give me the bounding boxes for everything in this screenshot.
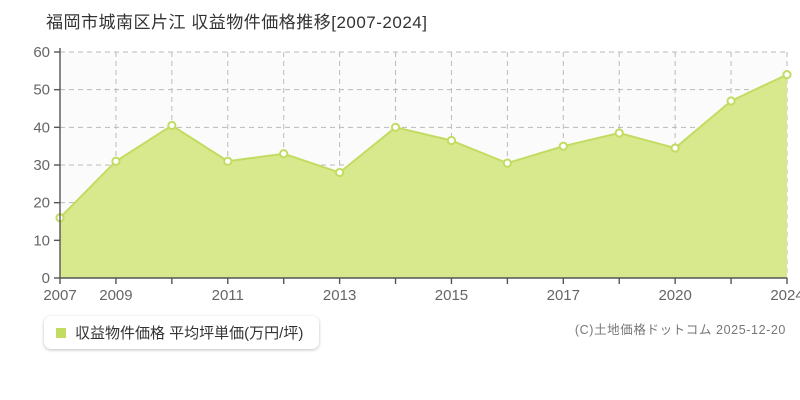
y-axis-ticks: 0 10 20 30 40 50 60 [33,44,60,287]
legend-label: 収益物件価格 平均坪単価(万円/坪) [75,325,304,342]
svg-text:0: 0 [42,270,50,287]
chart-title: 福岡市城南区片江 収益物件価格推移[2007-2024] [46,13,428,32]
svg-text:2009: 2009 [99,287,132,304]
series-markers [55,70,792,223]
chart-legend: 収益物件価格 平均坪単価(万円/坪) [44,316,320,349]
svg-text:2015: 2015 [435,287,468,304]
svg-text:20: 20 [33,195,50,212]
legend-swatch-icon [56,327,66,338]
svg-text:10: 10 [33,232,50,249]
svg-text:60: 60 [33,44,50,61]
svg-text:2017: 2017 [547,287,580,304]
series-area-fill [60,74,787,278]
svg-text:2007: 2007 [43,287,76,304]
series-line [59,73,788,219]
svg-text:50: 50 [33,82,50,99]
svg-text:2024: 2024 [770,287,800,304]
copyright-notice: (C)土地価格ドットコム 2025-12-20 [574,323,786,337]
x-axis-ticks: 2007 2009 2011 2013 2015 2017 2020 2024 [43,278,800,304]
svg-text:40: 40 [33,119,50,136]
svg-text:2013: 2013 [323,287,356,304]
svg-text:2011: 2011 [212,287,244,304]
svg-text:2020: 2020 [658,287,691,304]
svg-text:30: 30 [33,157,50,174]
